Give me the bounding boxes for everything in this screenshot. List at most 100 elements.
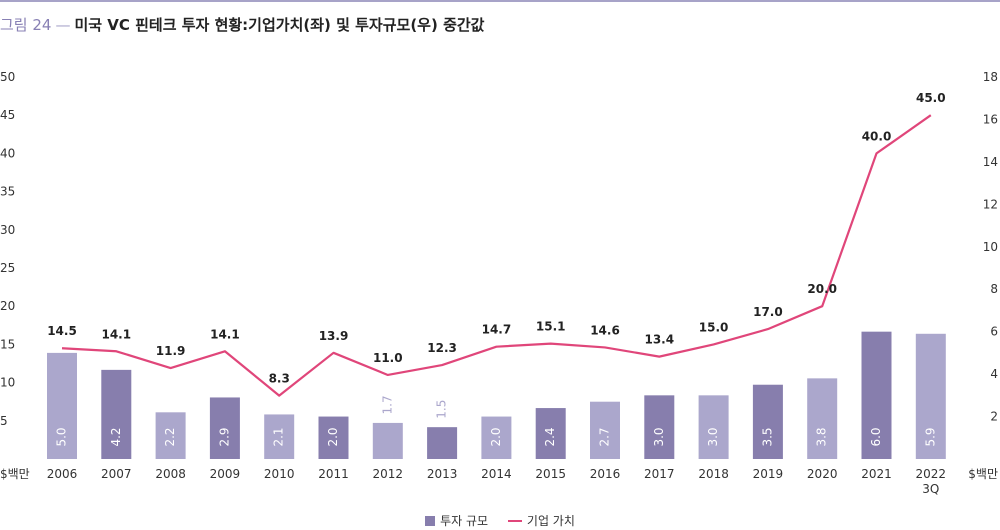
bar — [101, 369, 132, 459]
bar-value-label: 3.8 — [815, 427, 829, 446]
x-axis-labels: 2006 2007 2008 2009 2010 2011 2012 2013 2014 2015… — [47, 467, 946, 496]
bar — [861, 331, 892, 459]
line-value-label: 8.3 — [269, 372, 290, 386]
right-tick-label: 6 — [990, 325, 998, 339]
axis-units: $백만 $백만 — [0, 467, 998, 481]
left-tick-label: 45 — [0, 108, 15, 122]
x-tick-label: 2015 — [535, 467, 566, 481]
line-value-label: 40.0 — [862, 129, 892, 143]
left-axis-unit: $백만 — [0, 467, 30, 481]
left-axis-ticks: 5 10 15 20 25 30 35 40 45 50 — [0, 70, 15, 428]
bar — [752, 384, 783, 459]
bar-value-label: 2.2 — [163, 427, 177, 446]
legend-line-swatch — [507, 520, 522, 522]
bar — [481, 416, 512, 459]
left-tick-label: 40 — [0, 146, 15, 160]
x-tick-label: 2018 — [698, 467, 729, 481]
bar — [264, 414, 295, 459]
legend-bar-swatch — [425, 516, 436, 526]
line-value-label: 20.0 — [807, 282, 837, 296]
right-tick-label: 4 — [990, 367, 998, 381]
x-tick-label: 2008 — [155, 467, 186, 481]
line-value-label: 11.9 — [156, 344, 186, 358]
legend-item-bar: 투자 규모 — [425, 512, 488, 529]
bar — [644, 395, 675, 459]
figure-number: 그림 24 — [0, 16, 52, 34]
right-axis-ticks: 2 4 6 8 10 12 14 16 18 — [983, 70, 998, 424]
bar — [155, 412, 186, 459]
bar-value-label: 5.9 — [923, 427, 937, 446]
x-tick-label: 2007 — [101, 467, 132, 481]
bar-value-label: 3.0 — [706, 427, 720, 446]
line-value-label: 14.6 — [590, 323, 620, 337]
bar — [427, 427, 458, 459]
right-tick-label: 12 — [983, 197, 998, 211]
top-rule — [0, 0, 1000, 2]
x-tick-label: 2020 — [807, 467, 838, 481]
bar — [535, 408, 566, 459]
bar-value-label: 2.7 — [598, 427, 612, 446]
bar — [209, 397, 240, 459]
legend-bar-label: 투자 규모 — [440, 514, 489, 528]
left-tick-label: 25 — [0, 261, 15, 275]
x-tick-label: 2011 — [318, 467, 349, 481]
x-tick-label: 2019 — [753, 467, 784, 481]
line-value-label: 15.1 — [536, 320, 566, 334]
title-dash: — — [55, 16, 71, 34]
x-tick-label: 2013 — [427, 467, 458, 481]
right-tick-label: 18 — [983, 70, 998, 84]
x-tick-label: 2016 — [590, 467, 621, 481]
x-tick-label: 2009 — [210, 467, 241, 481]
bar-value-label: 4.2 — [109, 427, 123, 446]
legend-line-label: 기업 가치 — [526, 514, 575, 528]
bar — [915, 333, 946, 459]
right-tick-label: 2 — [990, 410, 998, 424]
bar-value-label: 2.0 — [326, 427, 340, 446]
left-tick-label: 5 — [0, 414, 8, 428]
bar — [318, 416, 349, 459]
bar-series — [47, 331, 946, 459]
x-tick-label: 2014 — [481, 467, 512, 481]
line-series — [61, 114, 932, 397]
bar — [698, 395, 729, 459]
bar-value-label: 6.0 — [869, 427, 883, 446]
line-value-labels: 14.5 14.1 11.9 14.1 8.3 13.9 11.0 12.3 14.7 15.1 1… — [47, 91, 945, 385]
legend-item-line: 기업 가치 — [507, 512, 575, 529]
x-tick-label: 2010 — [264, 467, 295, 481]
bar — [47, 352, 77, 459]
right-tick-label: 8 — [990, 282, 998, 296]
bar-value-label: 2.0 — [489, 427, 503, 446]
left-tick-label: 30 — [0, 223, 15, 237]
line-value-label: 12.3 — [427, 341, 457, 355]
line-value-label: 45.0 — [916, 91, 946, 105]
right-axis-unit: $백만 — [968, 467, 998, 481]
bar-value-label: 1.7 — [380, 395, 394, 414]
bar — [807, 378, 838, 459]
bar-value-label: 5.0 — [55, 427, 69, 446]
line-value-label: 14.1 — [210, 327, 240, 341]
line-value-label: 14.5 — [47, 324, 77, 338]
bar-value-label: 1.5 — [435, 400, 449, 419]
legend: 투자 규모 기업 가치 — [0, 512, 1000, 529]
line-path — [61, 114, 932, 397]
line-value-label: 13.4 — [644, 333, 674, 347]
line-value-label: 11.0 — [373, 351, 403, 365]
x-tick-label: 2021 — [861, 467, 892, 481]
line-value-label: 14.7 — [482, 323, 512, 337]
left-tick-label: 15 — [0, 337, 15, 351]
line-value-label: 14.1 — [101, 327, 131, 341]
title-text: 미국 VC 핀테크 투자 현황:기업가치(좌) 및 투자규모(우) 중간값 — [74, 16, 485, 34]
chart-title: 그림 24— 미국 VC 핀테크 투자 현황:기업가치(좌) 및 투자규모(우) … — [0, 14, 484, 35]
right-tick-label: 16 — [983, 112, 998, 126]
line-value-label: 15.0 — [699, 320, 729, 334]
left-tick-label: 10 — [0, 376, 15, 390]
right-tick-label: 10 — [983, 240, 998, 254]
x-tick-label: 2006 — [47, 467, 78, 481]
bar-value-label: 2.4 — [543, 427, 557, 446]
x-tick-label: 2022 3Q — [916, 467, 947, 496]
bar-value-labels: 5.0 4.2 2.2 2.9 2.1 2.0 1.7 1.5 2.0 2.4 2.7 3.0 3.0 3… — [55, 395, 938, 446]
bar-value-label: 2.1 — [272, 427, 286, 446]
x-tick-label: 2017 — [644, 467, 675, 481]
left-tick-label: 20 — [0, 299, 15, 313]
bar-value-label: 3.0 — [652, 427, 666, 446]
